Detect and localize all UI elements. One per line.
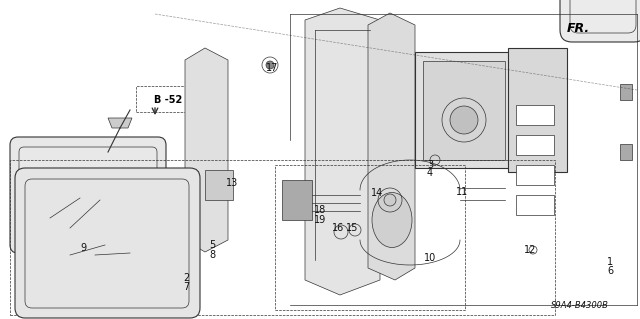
Polygon shape xyxy=(108,118,132,128)
Text: 1: 1 xyxy=(607,257,613,267)
Text: 11: 11 xyxy=(456,187,468,197)
FancyBboxPatch shape xyxy=(415,52,511,168)
Bar xyxy=(275,165,465,310)
Text: 15: 15 xyxy=(346,223,358,233)
Text: 8: 8 xyxy=(209,250,215,260)
Text: 17: 17 xyxy=(266,63,278,73)
Text: 4: 4 xyxy=(427,168,433,178)
FancyBboxPatch shape xyxy=(423,61,505,160)
Text: FR.: FR. xyxy=(567,21,590,34)
Text: 2: 2 xyxy=(183,273,189,283)
Text: 19: 19 xyxy=(314,215,326,225)
FancyArrow shape xyxy=(591,27,610,40)
Text: 5: 5 xyxy=(209,240,215,250)
Bar xyxy=(516,195,554,215)
Text: 6: 6 xyxy=(607,266,613,276)
Polygon shape xyxy=(305,8,380,295)
Circle shape xyxy=(266,61,274,69)
FancyBboxPatch shape xyxy=(15,168,200,318)
Bar xyxy=(282,180,312,220)
Polygon shape xyxy=(185,48,228,252)
Text: 14: 14 xyxy=(371,188,383,198)
Text: 16: 16 xyxy=(332,223,344,233)
Bar xyxy=(205,170,233,200)
Ellipse shape xyxy=(372,192,412,248)
Bar xyxy=(620,144,632,160)
Bar xyxy=(516,105,554,125)
Text: S9A4-B4300B: S9A4-B4300B xyxy=(551,300,609,309)
Text: 3: 3 xyxy=(427,160,433,170)
Bar xyxy=(620,84,632,100)
Circle shape xyxy=(384,194,396,206)
FancyBboxPatch shape xyxy=(508,48,567,172)
Polygon shape xyxy=(368,13,415,280)
Circle shape xyxy=(450,106,478,134)
Text: 12: 12 xyxy=(524,245,536,255)
Text: 13: 13 xyxy=(226,178,238,188)
Text: 7: 7 xyxy=(183,282,189,292)
Text: 18: 18 xyxy=(314,205,326,215)
Text: 9: 9 xyxy=(80,243,86,253)
Bar xyxy=(516,135,554,155)
FancyBboxPatch shape xyxy=(560,0,640,42)
Text: 10: 10 xyxy=(424,253,436,263)
Bar xyxy=(10,160,555,315)
FancyBboxPatch shape xyxy=(10,137,166,253)
Text: B -52: B -52 xyxy=(154,95,182,105)
Bar xyxy=(516,165,554,185)
